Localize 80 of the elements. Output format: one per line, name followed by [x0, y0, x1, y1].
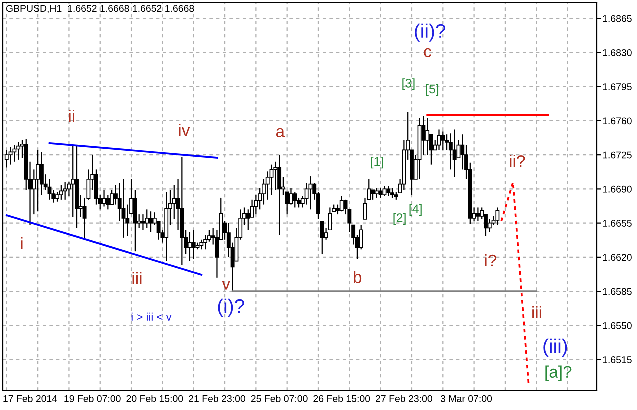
annotation: [3] — [402, 78, 415, 90]
candlestick — [145, 209, 150, 229]
annotation: v — [222, 280, 230, 290]
y-tick-label: 1.6725 — [603, 152, 632, 159]
chart-title: GBPUSD,H1 1.6652 1.6668 1.6652 1.6668 — [6, 5, 194, 14]
annotation: iii — [532, 306, 542, 318]
candlestick — [437, 129, 442, 151]
candlestick — [16, 142, 21, 161]
annotation: i > iii < v — [132, 312, 172, 321]
candlestick — [496, 207, 500, 226]
annotation: c — [424, 48, 432, 58]
candlestick — [320, 220, 324, 256]
candlestick — [122, 178, 126, 238]
candlestick — [71, 144, 76, 218]
candlestick — [378, 188, 383, 199]
annotation: [5] — [426, 84, 439, 96]
x-tick-label: 17 Feb 2014 — [4, 395, 58, 402]
candlestick — [106, 194, 110, 210]
y-tick-label: 1.6620 — [603, 254, 632, 262]
candlestick — [188, 232, 192, 262]
candlestick — [149, 211, 153, 233]
candlestick — [382, 186, 387, 197]
candlestick — [308, 176, 313, 210]
y-tick-label: 1.6690 — [603, 186, 632, 193]
candlestick — [204, 234, 208, 250]
candlestick — [374, 188, 379, 199]
candlestick — [426, 117, 430, 156]
candlestick — [386, 186, 391, 197]
annotation: iii — [132, 272, 142, 284]
annotation: [4] — [410, 204, 422, 216]
candlestick — [63, 182, 68, 200]
candlestick — [289, 188, 294, 206]
candlestick — [340, 195, 344, 212]
candlestick — [246, 209, 250, 231]
x-tick-label: 25 Feb 07:00 — [251, 395, 308, 402]
candlestick — [293, 192, 298, 208]
x-tick-label: 26 Feb 15:00 — [314, 395, 370, 402]
candlestick — [336, 204, 340, 216]
y-tick-label: 1.6655 — [603, 220, 632, 227]
annotation: (iii) — [544, 338, 568, 357]
annotation: ii — [69, 110, 74, 122]
y-tick-label: 1.6795 — [603, 84, 632, 90]
candlestick — [8, 146, 13, 166]
y-tick-label: 1.6760 — [603, 118, 632, 125]
candlestick — [371, 190, 376, 200]
candlestick — [390, 188, 394, 199]
candlestick — [36, 150, 40, 212]
annotation: i? — [485, 254, 497, 266]
candlestick — [452, 129, 457, 178]
candlestick — [441, 131, 446, 151]
y-tick-label: 1.6585 — [603, 288, 632, 296]
candlestick — [278, 154, 282, 236]
annotation: ii? — [510, 155, 526, 168]
x-tick-label: 20 Feb 15:00 — [126, 395, 184, 402]
candlestick — [274, 161, 278, 191]
y-tick-label: 1.6830 — [603, 49, 632, 56]
candlestick — [12, 144, 17, 162]
annotation: b — [354, 271, 362, 284]
y-tick-label: 1.6865 — [603, 15, 632, 22]
annotation: i — [21, 237, 23, 250]
x-tick-label: 19 Feb 07:00 — [64, 395, 121, 402]
annotation: [1] — [371, 157, 384, 169]
candlestick — [367, 178, 372, 200]
y-tick-label: 1.6515 — [603, 356, 632, 364]
annotation: [2] — [394, 213, 406, 225]
annotation: a — [276, 128, 286, 138]
candlestick — [200, 239, 204, 250]
candlestick — [59, 184, 64, 200]
candlestick — [476, 207, 480, 222]
annotation: iv — [179, 124, 190, 136]
x-tick-label: 27 Feb 23:00 — [376, 395, 432, 402]
x-tick-label: 21 Feb 23:00 — [189, 395, 246, 402]
candlestick — [141, 214, 146, 231]
candlestick — [110, 190, 114, 206]
annotation: (i)? — [218, 298, 244, 318]
candlestick — [192, 230, 196, 260]
annotation: (ii)? — [415, 24, 446, 42]
x-tick-label: 3 Mar 07:00 — [440, 395, 492, 402]
y-tick-label: 1.6550 — [603, 322, 632, 330]
annotation: [a]? — [546, 366, 572, 382]
